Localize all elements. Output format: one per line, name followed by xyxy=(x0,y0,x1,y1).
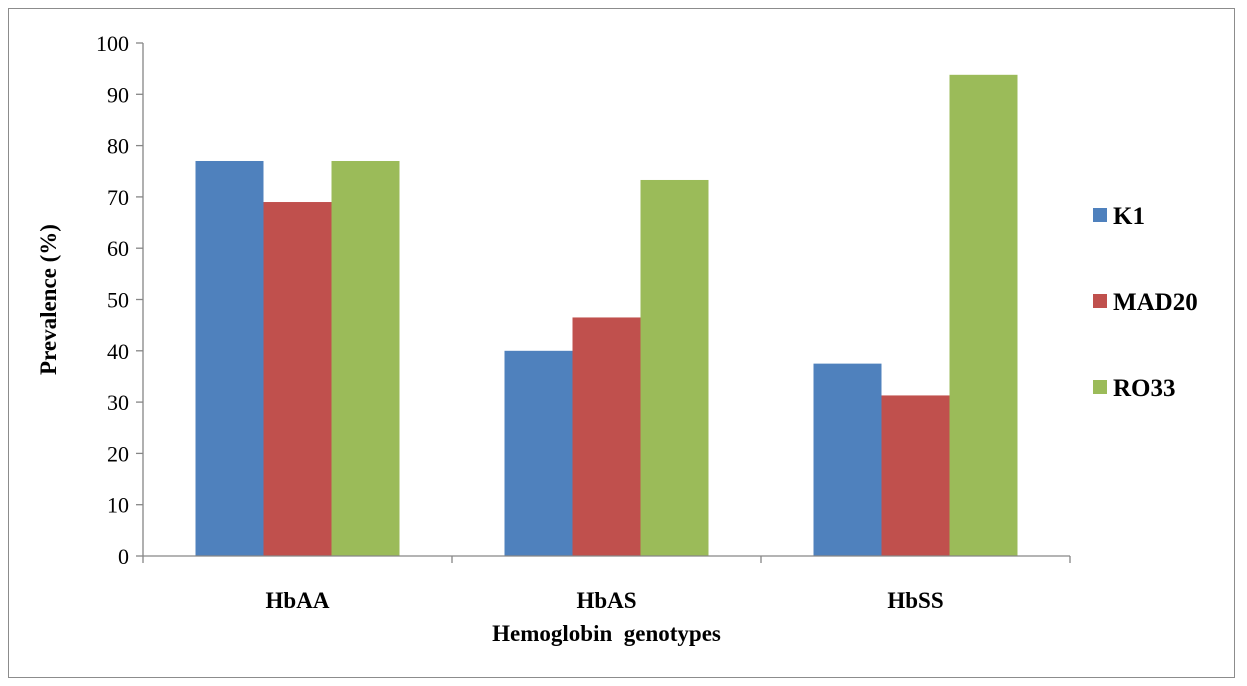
legend-swatch-k1 xyxy=(1093,208,1107,222)
y-tick-label: 10 xyxy=(107,493,129,518)
bar-k1-hbas xyxy=(504,350,573,556)
y-tick-label: 30 xyxy=(107,390,129,415)
bar-mad20-hbas xyxy=(572,317,641,556)
x-category-label: HbSS xyxy=(887,588,943,613)
bar-k1-hbaa xyxy=(195,160,264,557)
y-axis-title: Prevalence (%) xyxy=(36,224,61,375)
y-tick-label: 70 xyxy=(107,185,129,210)
y-tick-label: 80 xyxy=(107,134,129,159)
y-tick-label: 40 xyxy=(107,339,129,364)
bar-k1-hbss xyxy=(813,363,882,556)
bar-mad20-hbss xyxy=(881,395,950,556)
y-tick-label: 50 xyxy=(107,288,129,313)
bar-ro33-hbss xyxy=(949,74,1018,556)
x-axis: HbAA HbAS HbSS xyxy=(142,555,1071,613)
y-tick-label: 90 xyxy=(107,82,129,107)
y-axis: 0 10 20 30 40 50 60 70 80 90 100 xyxy=(96,31,144,569)
y-tick-label: 0 xyxy=(118,544,129,569)
y-tick-label: 20 xyxy=(107,441,129,466)
legend-label-k1: K1 xyxy=(1113,203,1145,230)
legend: K1 MAD20 RO33 xyxy=(1093,203,1198,402)
bar-ro33-hbaa xyxy=(331,160,400,557)
x-category-label: HbAA xyxy=(266,588,330,613)
legend-label-ro33: RO33 xyxy=(1113,375,1176,402)
bar-ro33-hbas xyxy=(640,179,709,556)
y-tick-label: 60 xyxy=(107,236,129,261)
legend-swatch-mad20 xyxy=(1093,294,1107,308)
bars-group xyxy=(195,74,1018,557)
legend-label-mad20: MAD20 xyxy=(1113,289,1198,316)
x-axis-title: Hemoglobin genotypes xyxy=(492,621,721,646)
bar-mad20-hbaa xyxy=(263,202,332,556)
x-category-label: HbAS xyxy=(576,588,636,613)
legend-swatch-ro33 xyxy=(1093,380,1107,394)
y-tick-label: 100 xyxy=(96,31,129,56)
